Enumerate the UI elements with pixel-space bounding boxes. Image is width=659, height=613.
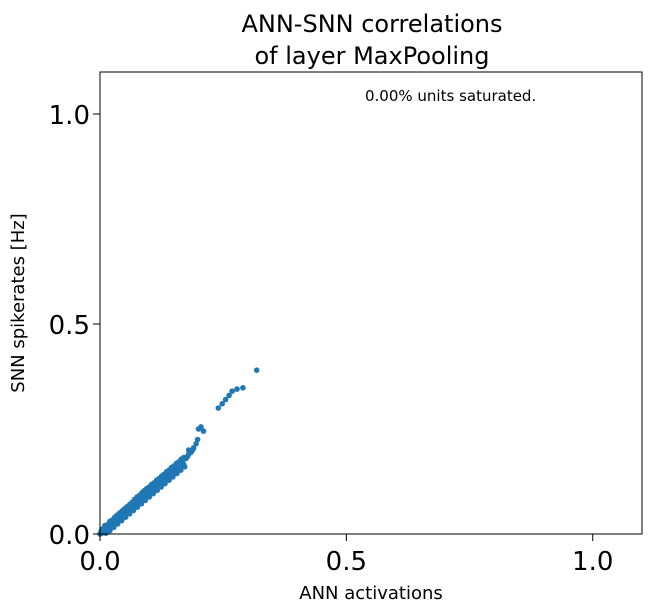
data-point	[122, 514, 129, 520]
data-point	[190, 445, 197, 451]
y-axis-ticks: 0.0 0.5 1.0	[49, 101, 100, 551]
x-axis-ticks: 0.0 0.5 1.0	[79, 534, 613, 577]
data-point	[215, 405, 222, 411]
data-point	[178, 467, 184, 474]
data-point	[229, 388, 235, 395]
data-point	[194, 436, 201, 443]
data-point	[162, 480, 168, 487]
chart-title-line-2: of layer MaxPooling	[255, 42, 490, 70]
data-point	[111, 524, 117, 531]
data-point	[170, 474, 176, 480]
y-tick-label: 0.0	[49, 521, 90, 551]
data-point	[226, 392, 232, 399]
data-point	[130, 507, 137, 514]
data-point	[240, 385, 246, 391]
data-point	[146, 494, 153, 500]
data-point	[174, 470, 180, 477]
data-point	[158, 484, 164, 490]
data-point	[154, 487, 160, 494]
data-point	[253, 367, 260, 374]
data-point	[118, 517, 125, 524]
plot-frame	[99, 71, 643, 535]
data-point	[181, 464, 188, 470]
x-tick-label: 0.5	[326, 547, 367, 577]
data-point	[134, 504, 141, 510]
data-point	[181, 454, 187, 461]
data-point	[138, 501, 145, 507]
y-tick-label: 0.5	[49, 311, 90, 341]
data-point	[166, 477, 172, 484]
data-point	[198, 424, 204, 430]
chart-title-line-1: ANN-SNN correlations	[241, 10, 502, 38]
data-point	[142, 497, 149, 504]
x-tick-label: 1.0	[572, 547, 613, 577]
data-point	[222, 396, 229, 403]
data-point	[193, 440, 199, 447]
data-point	[126, 511, 133, 517]
data-point	[234, 386, 240, 392]
data-point	[103, 530, 109, 536]
y-axis-label: SNN spikerates [Hz]	[8, 213, 29, 392]
y-tick-label: 1.0	[49, 101, 90, 131]
data-point	[107, 527, 113, 534]
data-points	[97, 367, 260, 537]
data-point	[219, 401, 225, 407]
x-tick-label: 0.0	[79, 547, 120, 577]
data-point	[185, 447, 192, 453]
data-point	[200, 428, 207, 434]
x-axis-label: ANN activations	[299, 583, 443, 604]
data-point	[150, 490, 156, 497]
saturation-annotation: 0.00% units saturated.	[365, 87, 536, 105]
data-point	[114, 521, 121, 527]
